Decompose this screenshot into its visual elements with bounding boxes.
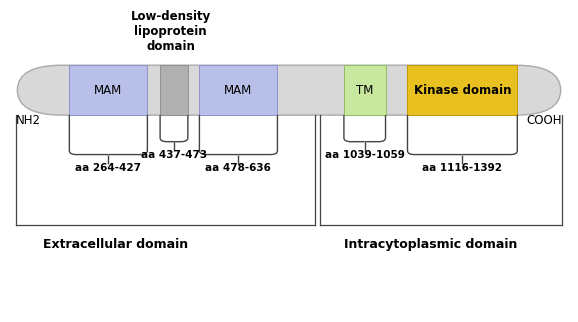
Text: aa 1039-1059: aa 1039-1059 bbox=[325, 150, 405, 160]
Text: Intracytoplasmic domain: Intracytoplasmic domain bbox=[344, 238, 517, 251]
Text: MAM: MAM bbox=[224, 84, 253, 97]
Text: aa 1116-1392: aa 1116-1392 bbox=[423, 163, 502, 173]
FancyBboxPatch shape bbox=[69, 65, 147, 115]
FancyBboxPatch shape bbox=[17, 65, 561, 115]
Text: aa 478-636: aa 478-636 bbox=[206, 163, 271, 173]
Text: aa 264-427: aa 264-427 bbox=[75, 163, 142, 173]
Text: TM: TM bbox=[356, 84, 373, 97]
FancyBboxPatch shape bbox=[344, 65, 386, 115]
Text: Kinase domain: Kinase domain bbox=[414, 84, 511, 97]
Text: Extracellular domain: Extracellular domain bbox=[43, 238, 188, 251]
Text: COOH: COOH bbox=[527, 114, 562, 127]
Text: aa 437-473: aa 437-473 bbox=[141, 150, 207, 160]
FancyBboxPatch shape bbox=[160, 65, 188, 115]
Text: MAM: MAM bbox=[94, 84, 123, 97]
FancyBboxPatch shape bbox=[199, 65, 277, 115]
Text: NH2: NH2 bbox=[16, 114, 41, 127]
Text: Low-density
lipoprotein
domain: Low-density lipoprotein domain bbox=[131, 10, 210, 53]
FancyBboxPatch shape bbox=[407, 65, 517, 115]
